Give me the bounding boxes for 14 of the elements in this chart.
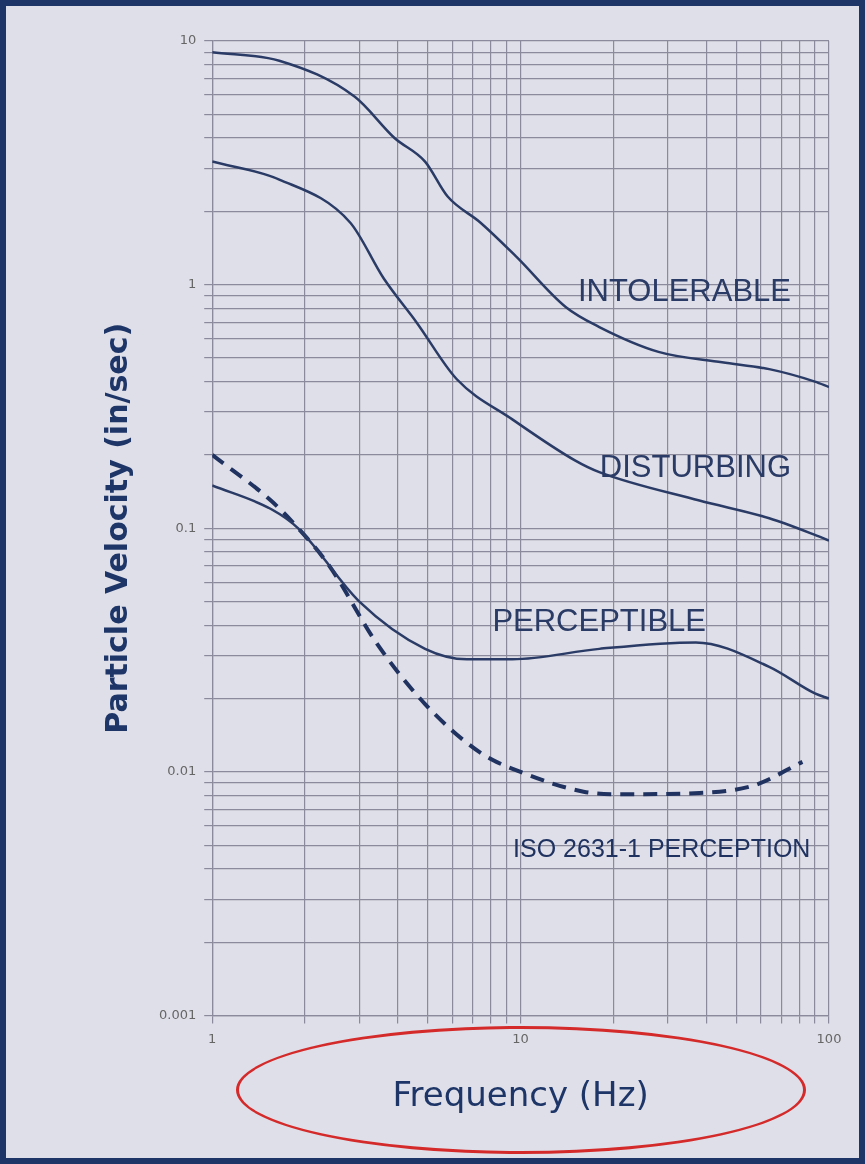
y-tick-label: 0.01 <box>167 763 197 779</box>
y-tick-label: 0.1 <box>175 519 197 535</box>
text: ISO 2631-1 PERCEPTION <box>513 833 811 862</box>
series-label: DISTURBING <box>599 449 791 485</box>
x-tick-label: 100 <box>816 1030 842 1046</box>
x-axis-title: Frequency (Hz) <box>392 1074 649 1115</box>
y-tick-label: 1 <box>187 276 197 292</box>
x-tick-label: 1 <box>208 1030 217 1046</box>
y-tick-label: 10 <box>179 32 197 48</box>
y-axis-title: Particle Velocity (in/sec) <box>98 322 134 734</box>
series-label: INTOLERABLE <box>577 272 791 308</box>
y-tick-label: 0.001 <box>159 1006 197 1022</box>
x-tick-label: 10 <box>512 1030 529 1046</box>
series-label: PERCEPTIBLE <box>492 603 706 639</box>
